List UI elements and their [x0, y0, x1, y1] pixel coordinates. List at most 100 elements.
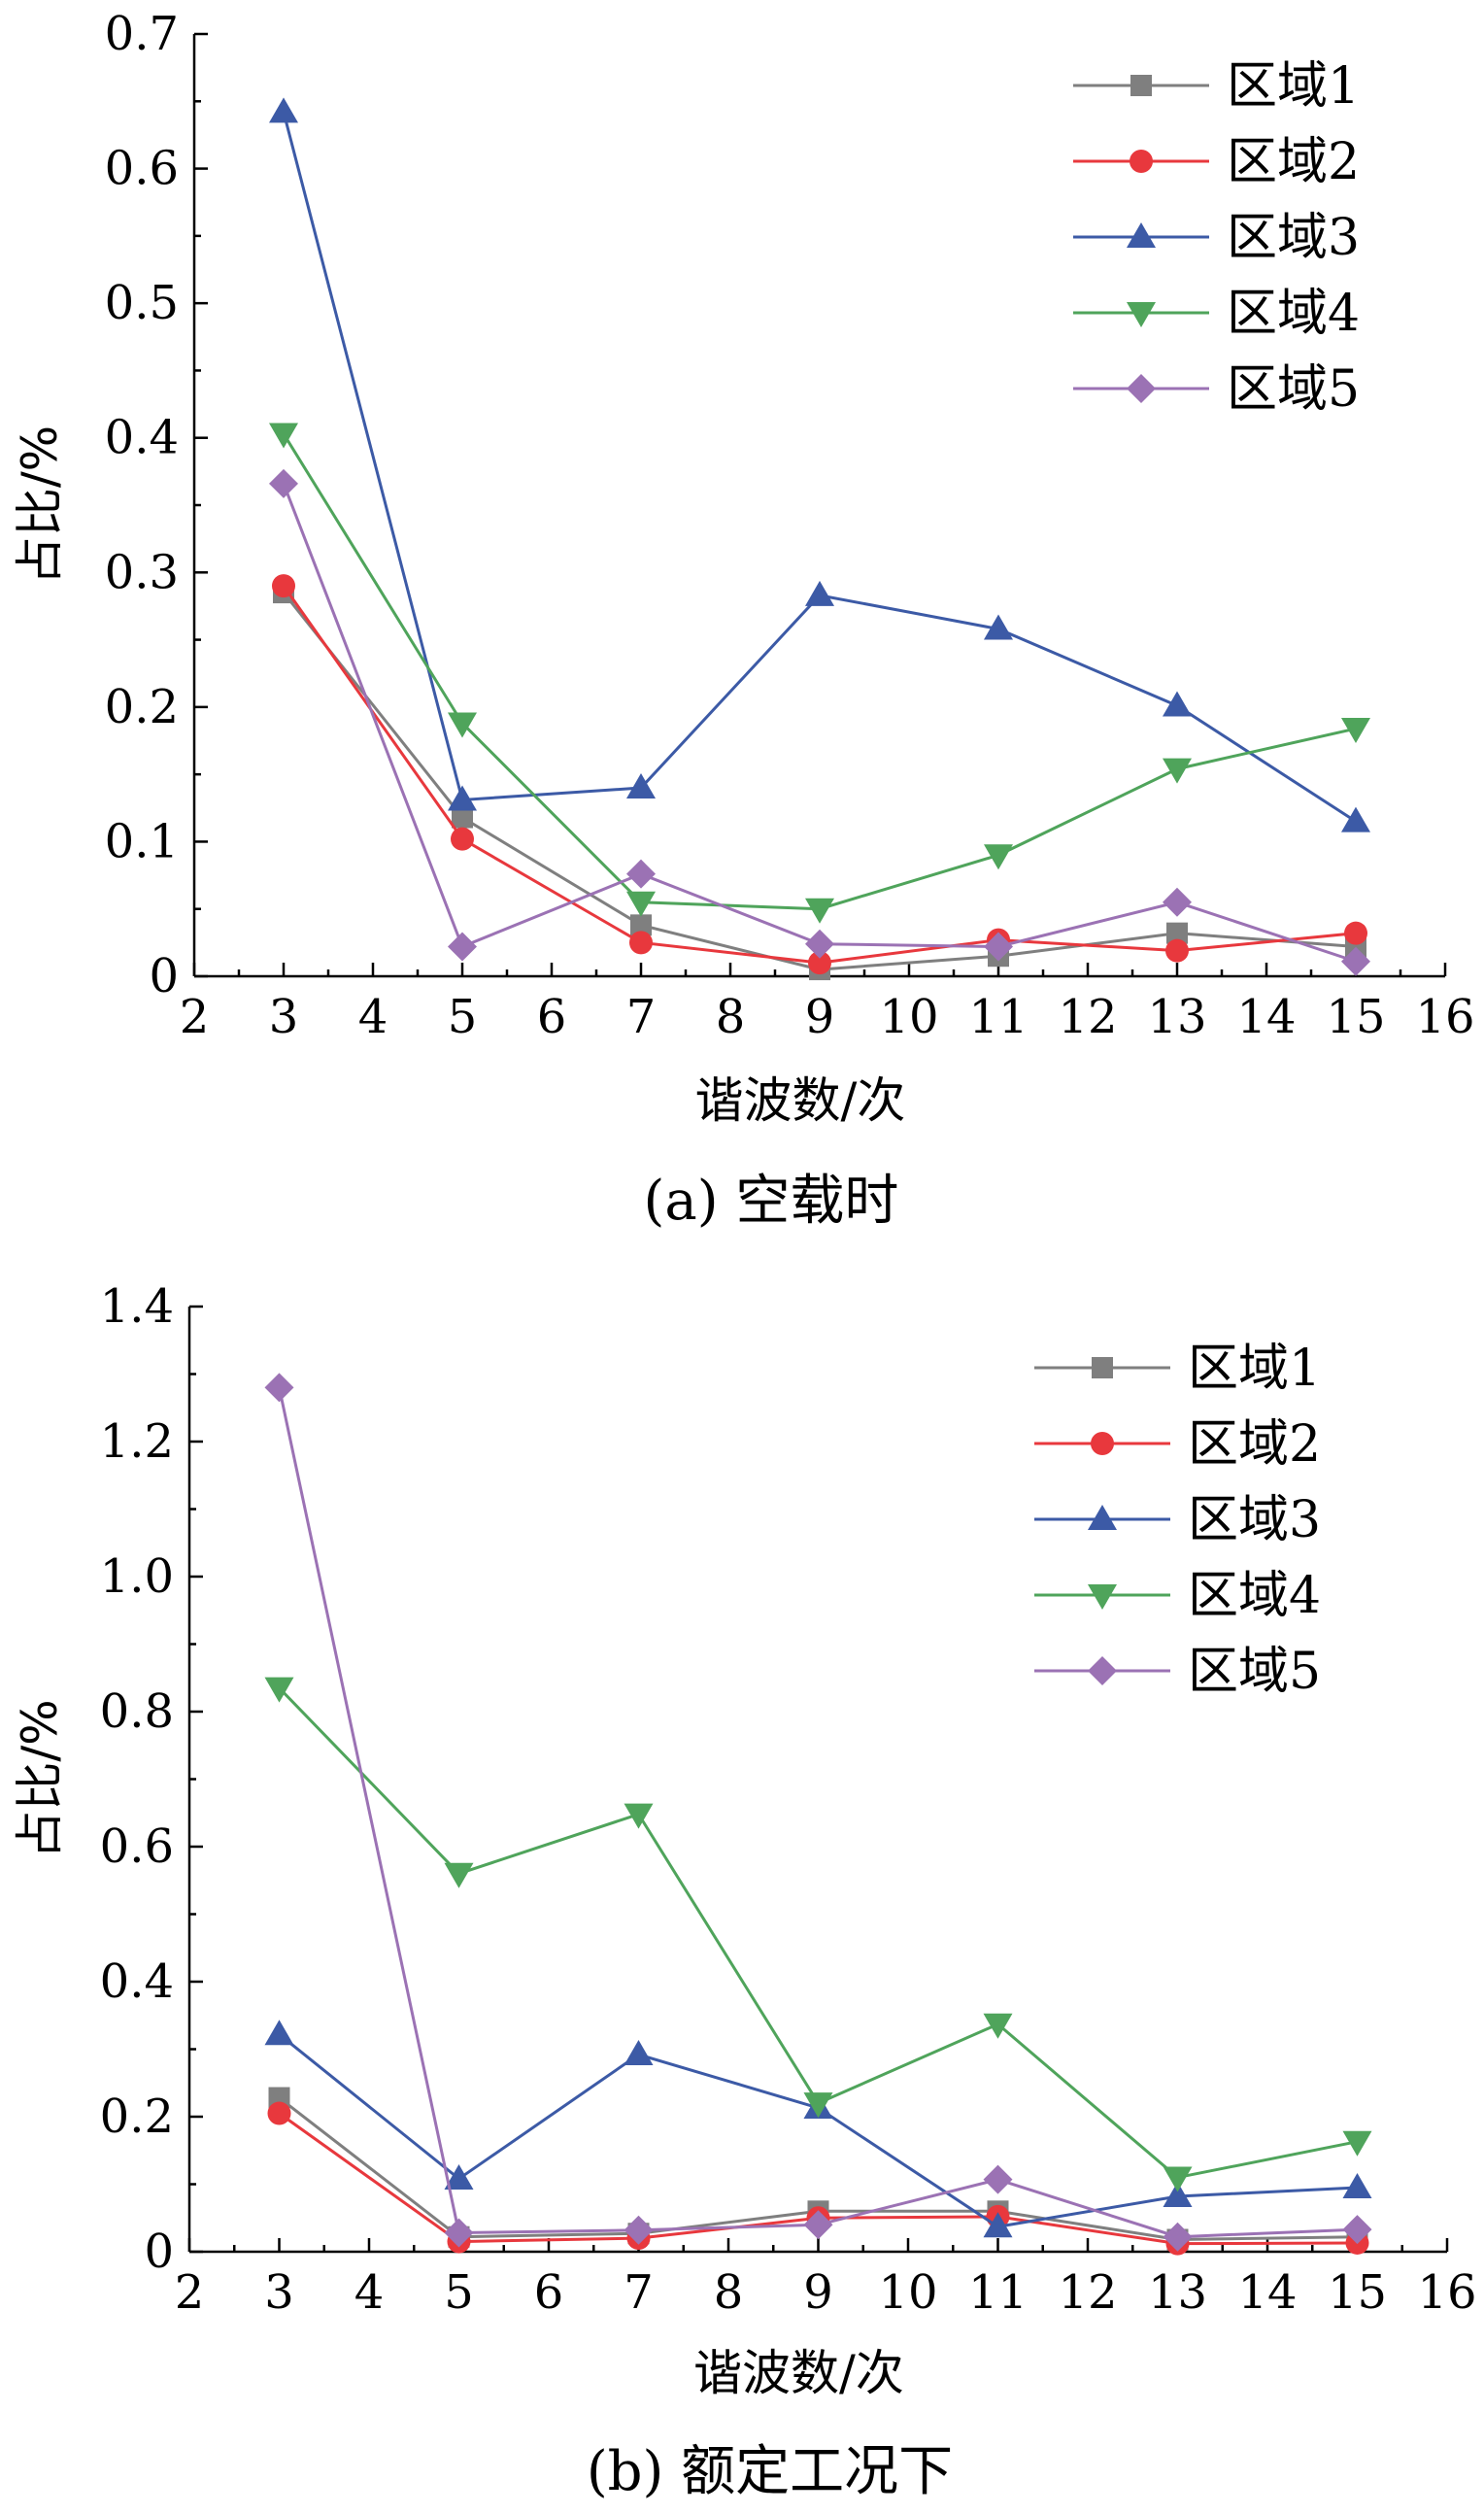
data-point — [1163, 2182, 1193, 2208]
data-point — [1344, 921, 1367, 945]
data-point — [1163, 691, 1192, 717]
data-point — [1341, 806, 1370, 832]
chart-caption: (b) 额定工况下 — [587, 2440, 953, 2503]
data-point — [1163, 2222, 1193, 2252]
data-point — [272, 574, 295, 598]
legend-label: 区域1 — [1188, 1340, 1321, 1398]
data-point — [803, 2092, 833, 2119]
data-point — [808, 951, 831, 975]
x-tick-label: 6 — [537, 990, 567, 1044]
y-tick-label: 1.0 — [100, 1549, 174, 1604]
legend-marker — [1092, 1357, 1113, 1378]
legend-label: 区域4 — [1188, 1567, 1321, 1625]
legend: 区域1 区域2 区域3 区域4 区域5 — [1073, 57, 1360, 419]
data-point — [984, 844, 1013, 870]
x-tick-label: 5 — [448, 990, 478, 1044]
x-tick-label: 4 — [358, 990, 388, 1044]
x-tick-label: 7 — [626, 990, 657, 1044]
data-point — [630, 914, 652, 936]
legend: 区域1 区域2 区域3 区域4 区域5 — [1034, 1340, 1321, 1701]
legend-marker — [1088, 1505, 1117, 1530]
x-tick-label: 2 — [175, 2265, 205, 2320]
legend-marker — [1088, 1656, 1117, 1685]
legend-label: 区域5 — [1227, 360, 1360, 419]
x-tick-label: 2 — [180, 990, 210, 1044]
data-point — [264, 1373, 294, 1403]
data-point — [1163, 887, 1192, 917]
x-tick-label: 3 — [269, 990, 299, 1044]
series-line — [282, 483, 1357, 964]
series-line — [282, 432, 1357, 911]
y-tick-label: 0 — [149, 949, 179, 1003]
y-tick-label: 1.4 — [100, 1279, 174, 1334]
series-3 — [269, 97, 1370, 832]
legend-item: 区域3 — [1034, 1491, 1321, 1549]
x-tick-label: 5 — [444, 2265, 474, 2320]
data-point — [984, 932, 1013, 962]
x-axis-title: 谐波数/次 — [695, 1072, 906, 1129]
y-tick-label: 0.3 — [105, 545, 179, 599]
data-point — [805, 929, 834, 959]
data-point — [983, 2164, 1013, 2194]
y-tick-label: 0.7 — [105, 7, 179, 61]
data-point — [269, 423, 298, 449]
data-point — [624, 2040, 654, 2066]
legend-marker — [1127, 302, 1156, 327]
data-point — [444, 1862, 474, 1888]
series-line — [278, 2033, 1358, 2228]
data-point — [629, 931, 653, 955]
x-tick-label: 11 — [968, 990, 1028, 1044]
x-tick-label: 16 — [1415, 990, 1474, 1044]
legend-marker — [1088, 1584, 1117, 1610]
y-tick-label: 0.1 — [105, 814, 179, 868]
x-tick-label: 13 — [1147, 990, 1206, 1044]
data-point — [803, 2210, 833, 2240]
data-point — [624, 1803, 654, 1829]
legend-item: 区域5 — [1073, 360, 1360, 419]
x-tick-label: 11 — [968, 2265, 1028, 2320]
data-point — [1342, 2172, 1372, 2198]
data-point — [624, 2215, 654, 2245]
data-point — [1163, 2166, 1193, 2192]
data-point — [444, 2163, 474, 2190]
legend-item: 区域2 — [1034, 1415, 1321, 1474]
legend-label: 区域2 — [1227, 133, 1360, 191]
data-point — [1342, 2215, 1372, 2245]
data-point — [1166, 922, 1188, 944]
legend-label: 区域3 — [1227, 209, 1360, 267]
chart-caption: (a) 空载时 — [644, 1170, 899, 1233]
y-axis-title: 占比/% — [12, 1699, 68, 1858]
y-tick-label: 0.2 — [100, 2089, 174, 2144]
legend-label: 区域2 — [1188, 1415, 1321, 1474]
legend-marker — [1091, 1432, 1114, 1455]
x-tick-label: 12 — [1058, 2265, 1117, 2320]
data-point — [264, 2020, 294, 2046]
legend-label: 区域5 — [1188, 1643, 1321, 1701]
data-point — [1341, 718, 1370, 744]
legend-item: 区域2 — [1073, 133, 1360, 191]
data-point — [1342, 2130, 1372, 2157]
data-point — [267, 2101, 291, 2125]
y-tick-label: 0.4 — [100, 1954, 174, 2009]
y-tick-label: 0 — [144, 2225, 174, 2279]
x-tick-label: 15 — [1328, 2265, 1387, 2320]
data-point — [444, 2218, 474, 2248]
chart-a: 2 3 4 5 6 7 8 9 10 11 12 13 14 15 16 0 0.1 0.2 0.3 0.4 0.5 0.… — [12, 7, 1475, 1233]
x-tick-label: 9 — [805, 990, 835, 1044]
x-tick-label: 8 — [716, 990, 746, 1044]
legend-item: 区域1 — [1034, 1340, 1321, 1398]
y-axis-title: 占比/% — [12, 425, 68, 585]
x-tick-label: 10 — [878, 2265, 937, 2320]
legend-label: 区域3 — [1188, 1491, 1321, 1549]
chart-b: 2 3 4 5 6 7 8 9 10 11 12 13 14 15 16 0 0.2 0.4 0.6 0.8 1.0 1.… — [12, 1279, 1477, 2503]
data-point — [626, 859, 656, 889]
legend-item: 区域3 — [1073, 209, 1360, 267]
data-point — [448, 712, 477, 738]
legend-marker — [1130, 75, 1152, 96]
x-tick-label: 10 — [879, 990, 938, 1044]
data-point — [1165, 938, 1189, 963]
data-point — [626, 891, 656, 917]
legend-marker — [1127, 222, 1156, 248]
